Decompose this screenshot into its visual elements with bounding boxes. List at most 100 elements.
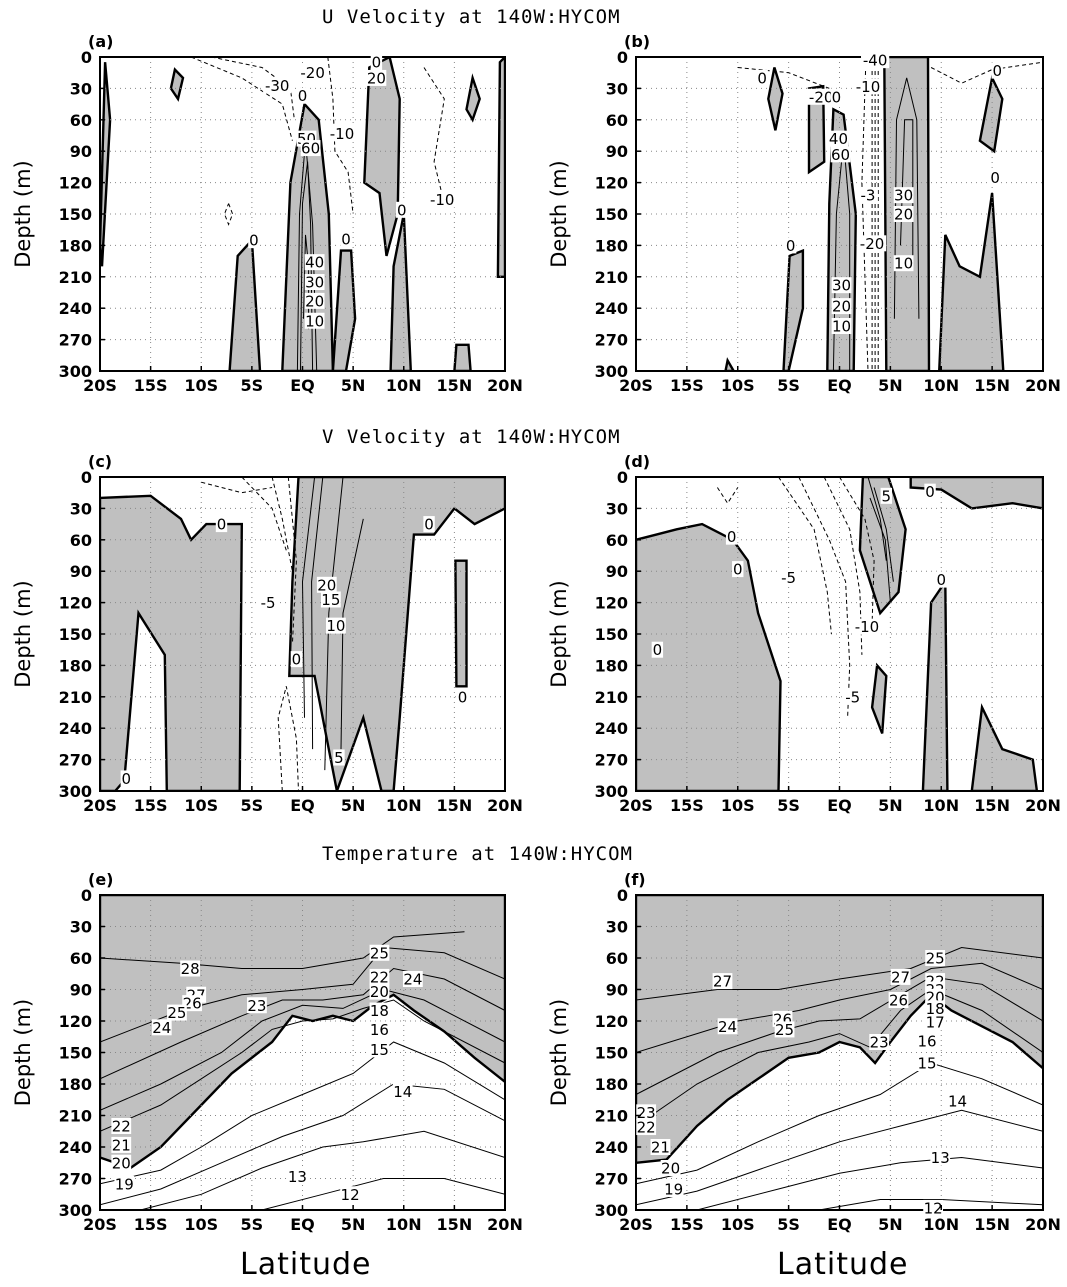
x-tick-label: 10N <box>386 796 422 815</box>
contour-label-box <box>111 1136 132 1153</box>
contour-line-negative <box>423 67 445 204</box>
shaded-region <box>767 67 784 131</box>
contour-label: 0 <box>786 237 796 255</box>
contour-label: 12 <box>924 1199 943 1217</box>
x-tick-label: 5S <box>777 1215 800 1234</box>
shaded-region <box>100 494 244 791</box>
y-tick-label: 30 <box>606 79 628 98</box>
y-tick-label: 60 <box>70 111 92 130</box>
y-tick-label: 0 <box>81 886 92 905</box>
contour-label: 0 <box>727 528 737 546</box>
contour-label-box <box>636 1119 657 1136</box>
contour-label-box <box>853 78 883 95</box>
contour-label-box <box>923 1199 944 1216</box>
contour-label: 0 <box>936 571 946 589</box>
contour-line-negative <box>277 686 299 791</box>
contour-label: 0 <box>653 641 663 659</box>
contour-label-box <box>340 231 352 248</box>
contour-label: 0 <box>292 651 302 669</box>
x-tick-label: 15N <box>437 376 473 395</box>
y-tick-label: 210 <box>595 268 628 287</box>
y-tick-label: 90 <box>70 142 92 161</box>
contour-label-box <box>947 1092 968 1109</box>
contour-label-box <box>248 232 260 249</box>
contour-line-negative <box>737 67 830 89</box>
contour-label-box <box>869 1034 890 1050</box>
x-tick-label: 15S <box>670 796 704 815</box>
x-tick-label: 20S <box>619 1215 653 1234</box>
contour-line-negative <box>839 477 875 624</box>
contour-label: 22 <box>112 1118 131 1136</box>
y-tick-label: 60 <box>606 949 628 968</box>
y-tick-label: 240 <box>595 719 628 738</box>
y-tick-label: 270 <box>595 1170 628 1189</box>
y-tick-label: 120 <box>595 1012 628 1031</box>
contour-label: 22 <box>637 1119 656 1137</box>
y-tick-label: 240 <box>595 1138 628 1157</box>
panel-d: 5 0 0 0 -5 -10 0 0 -5 20S 15S 10S 5S EQ 5N 10N 15N 20N 0 30… <box>547 452 1061 815</box>
contour-label-box <box>925 1014 946 1031</box>
y-tick-label: 270 <box>59 751 92 770</box>
contour-label: 0 <box>249 232 259 250</box>
y-tick-label: 300 <box>59 362 92 381</box>
y-tick-label: 270 <box>595 751 628 770</box>
contour-label: 5 <box>882 487 892 505</box>
y-tick-label: 180 <box>595 236 628 255</box>
y-tick-label: 300 <box>595 782 628 801</box>
x-tick-label: 20N <box>487 796 523 815</box>
contour-label-box <box>930 1149 951 1166</box>
contour-label: 10 <box>305 312 324 330</box>
shaded-region <box>978 74 1004 154</box>
x-axis-title-right: Latitude <box>777 1247 909 1282</box>
x-tick-label: 10N <box>923 1215 959 1234</box>
contour-label-box <box>396 201 408 218</box>
contour-label: -5 <box>845 688 860 706</box>
contour-line <box>893 77 920 319</box>
contour-label: 24 <box>718 1018 737 1036</box>
y-tick-label: 150 <box>595 625 628 644</box>
shaded-region <box>453 343 472 371</box>
y-tick-label: 270 <box>59 1170 92 1189</box>
x-tick-label: 10S <box>721 376 755 395</box>
contour-label-box <box>316 576 337 593</box>
panel-e: 2825242227262320251824161514222120191312… <box>11 870 523 1234</box>
y-tick-label: 0 <box>81 468 92 487</box>
panel-label: (d) <box>624 452 650 471</box>
x-tick-label: 5N <box>341 376 366 395</box>
contour-label-box <box>774 1021 795 1038</box>
y-tick-label: 90 <box>70 981 92 1000</box>
x-axis-title-left: Latitude <box>240 1247 372 1282</box>
contour-label-box <box>830 88 843 105</box>
y-tick-label: 0 <box>617 468 628 487</box>
contour-label-box <box>828 130 849 147</box>
contour-line <box>261 1178 505 1210</box>
contour-label-box <box>369 944 390 961</box>
x-tick-label: 20S <box>619 376 653 395</box>
contour-label-box <box>925 1000 946 1017</box>
contour-label: 13 <box>288 1168 307 1186</box>
y-tick-label: 60 <box>606 531 628 550</box>
y-tick-label: 120 <box>59 594 92 613</box>
contour-label: 30 <box>832 277 851 295</box>
contour-label-box <box>925 950 946 966</box>
y-tick-label: 0 <box>81 48 92 67</box>
contour-line <box>324 477 344 771</box>
y-tick-label: 210 <box>59 1107 92 1126</box>
contour-label: 23 <box>870 1034 889 1052</box>
contour-line <box>100 988 505 1111</box>
contour-line <box>873 487 894 582</box>
contour-label-box <box>215 516 228 533</box>
contour-line-negative <box>287 477 297 645</box>
x-tick-label: EQ <box>290 1215 315 1234</box>
contour-label: 21 <box>112 1136 131 1154</box>
y-axis-title: Depth (m) <box>11 160 35 267</box>
contour-label: 20 <box>661 1160 680 1178</box>
contour-label: 24 <box>152 1019 171 1037</box>
contour-label-box <box>861 52 890 69</box>
contour-label-box <box>991 62 1003 79</box>
contour-label: 27 <box>891 968 910 986</box>
contour-label-box <box>111 1154 132 1171</box>
contour-label: 60 <box>301 140 320 158</box>
x-tick-label: 10N <box>386 1215 422 1234</box>
